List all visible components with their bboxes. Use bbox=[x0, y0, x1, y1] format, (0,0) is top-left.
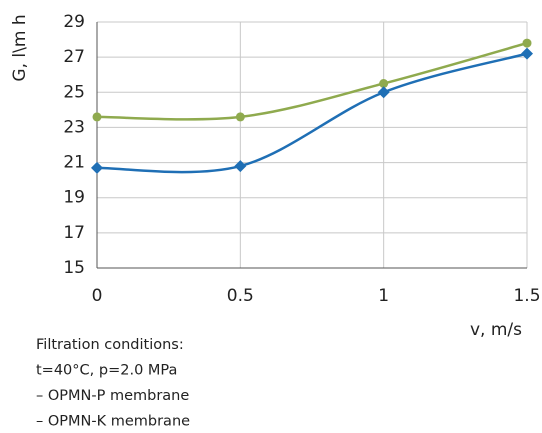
y-tick-label: 29 bbox=[63, 12, 85, 32]
y-tick-label: 15 bbox=[63, 258, 85, 278]
x-tick-label: 1.5 bbox=[513, 286, 540, 306]
x-tick-label: 0.5 bbox=[227, 286, 254, 306]
y-tick-label: 19 bbox=[63, 188, 85, 208]
y-tick-label: 25 bbox=[63, 82, 85, 102]
annotation: Filtration conditions: bbox=[36, 337, 184, 353]
x-tick-label: 0 bbox=[92, 286, 103, 306]
x-tick-label: 1 bbox=[378, 286, 389, 306]
marker bbox=[377, 86, 390, 99]
marker bbox=[522, 38, 532, 48]
marker bbox=[92, 112, 102, 122]
marker bbox=[521, 47, 533, 60]
y-tick-label: 17 bbox=[63, 223, 85, 243]
annotation: t=40°C, p=2.0 MPa bbox=[36, 363, 177, 379]
y-tick-label: 27 bbox=[63, 47, 85, 67]
marker bbox=[234, 160, 247, 173]
y-tick-label: 21 bbox=[63, 153, 85, 173]
series-line bbox=[96, 41, 528, 121]
y-axis-label: G, l\m h bbox=[10, 14, 30, 81]
x-axis-label: v, m/s bbox=[470, 320, 522, 340]
marker bbox=[235, 112, 245, 122]
annotation: – OPMN-P membrane bbox=[36, 388, 189, 404]
marker bbox=[379, 79, 389, 88]
annotation: – OPMN-K membrane bbox=[36, 414, 190, 430]
marker bbox=[91, 161, 103, 174]
series-line bbox=[96, 52, 528, 174]
y-tick-label: 23 bbox=[63, 117, 85, 137]
